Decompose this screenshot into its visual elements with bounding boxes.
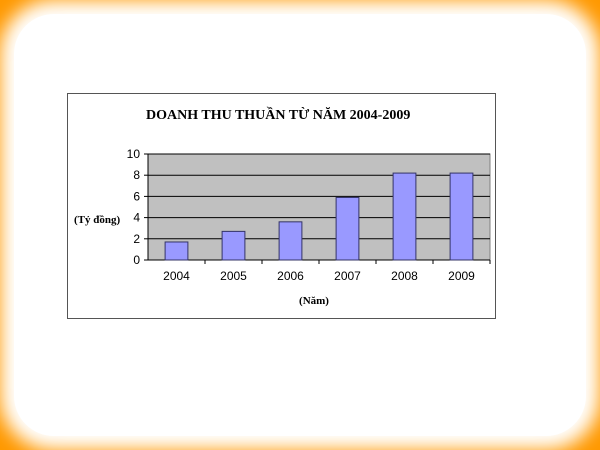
x-tick-label: 2009 (448, 269, 475, 283)
chart-container: 0 2 4 6 8 10 2004 2005 2006 2007 2008 2009 DOANH THU… (67, 93, 496, 319)
x-tick-label: 2007 (334, 269, 361, 283)
bar-2008 (392, 172, 417, 261)
y-tick-label: 0 (133, 253, 140, 267)
bar-2009 (449, 172, 474, 261)
x-tick-label: 2008 (391, 269, 418, 283)
x-tick-label: 2004 (163, 269, 190, 283)
y-tick-label: 4 (133, 211, 140, 225)
x-axis-label: (Năm) (299, 295, 329, 307)
x-tick-label: 2006 (277, 269, 304, 283)
y-tick-label: 2 (133, 232, 140, 246)
x-tick-label: 2005 (220, 269, 247, 283)
y-tick-label: 10 (127, 147, 141, 161)
bar-chart: 0 2 4 6 8 10 2004 2005 2006 2007 2008 2009 DOANH THU… (74, 106, 491, 307)
bar-2005 (221, 230, 246, 261)
chart-title: DOANH THU THUẦN TỪ NĂM 2004-2009 (146, 106, 410, 123)
bar-2006 (278, 221, 303, 261)
y-tick-label: 8 (133, 168, 140, 182)
plot-area (147, 153, 491, 261)
bar-2007 (335, 196, 360, 261)
y-axis-label: (Tỷ đồng) (74, 214, 120, 226)
y-tick-label: 6 (133, 189, 140, 203)
bar-2004 (164, 241, 189, 261)
